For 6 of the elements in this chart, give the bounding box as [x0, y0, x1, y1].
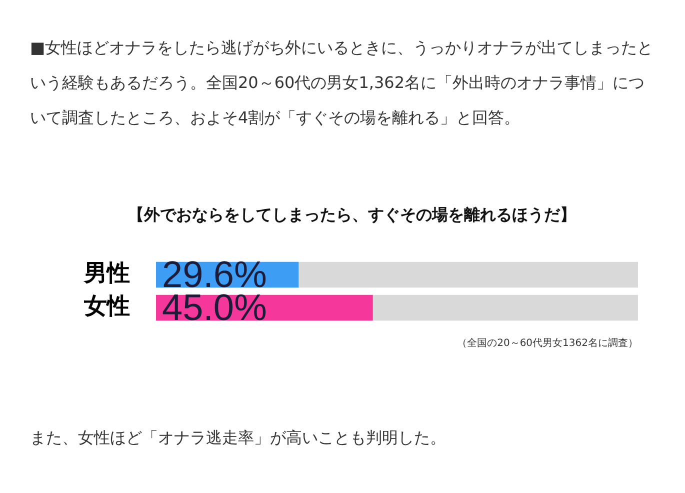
text: （全国の20～60代男女1362名に調査）	[457, 338, 638, 350]
text: ■女性ほどオナラをしたら逃げがち外にいるときに、うっかりオナラが出てしまったという経験もあるだろう。全国20～60代の男女1,362名に「外出時のオナラ事情」について調査したところ、およそ4割が「すぐその場を離れる」と回答。	[30, 37, 654, 129]
y-tick-label: 女性	[83, 294, 130, 320]
text: また、女性ほど「オナラ逃走率」が高いことも判明した。	[30, 427, 447, 449]
y-tick-label: 男性	[83, 260, 130, 287]
chart-title: 【外でおならをしてしまったら、すぐその場を離れるほうだ】	[128, 204, 576, 224]
